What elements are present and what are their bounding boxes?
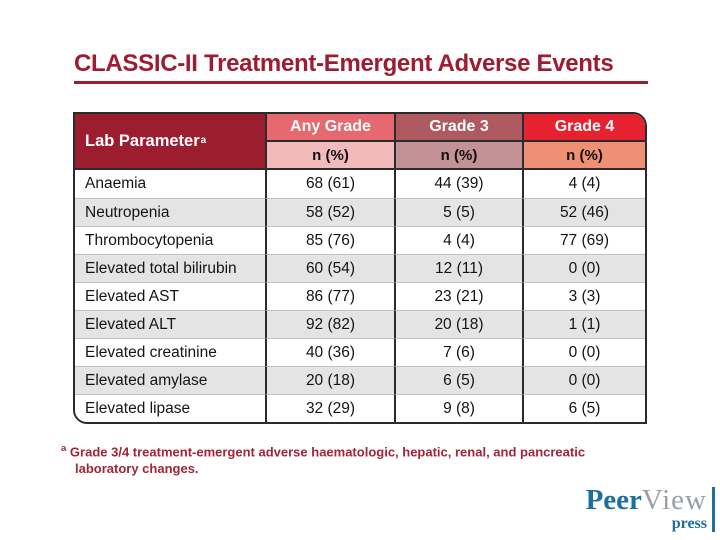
cell-lipase-grade3: 9 (8) (394, 394, 522, 422)
cell-creatinine-grade3: 7 (6) (394, 338, 522, 366)
logo-wordmark: PeerView (585, 484, 707, 516)
row-label-anaemia: Anaemia (75, 170, 265, 198)
row-label-elevated-total-bilirubin: Elevated total bilirubin (75, 254, 265, 282)
cell-creatinine-grade4: 0 (0) (522, 338, 645, 366)
row-label-elevated-creatinine: Elevated creatinine (75, 338, 265, 366)
row-label-neutropenia: Neutropenia (75, 198, 265, 226)
row-label-thrombocytopenia: Thrombocytopenia (75, 226, 265, 254)
row-label-elevated-lipase: Elevated lipase (75, 394, 265, 422)
column-header-grade-3: Grade 3 (394, 114, 522, 142)
cell-lipase-grade4: 6 (5) (522, 394, 645, 422)
cell-creatinine-any-grade: 40 (36) (265, 338, 394, 366)
cell-neutropenia-grade4: 52 (46) (522, 198, 645, 226)
cell-amylase-grade4: 0 (0) (522, 366, 645, 394)
slide-title-block: CLASSIC-II Treatment-Emergent Adverse Ev… (74, 50, 648, 84)
logo-peer-text: Peer (585, 484, 642, 516)
row-label-elevated-ast: Elevated AST (75, 282, 265, 310)
subheader-grade-3-n-pct: n (%) (394, 142, 522, 170)
logo-view-text: View (641, 484, 707, 516)
column-header-grade-4: Grade 4 (522, 114, 645, 142)
cell-bilirubin-any-grade: 60 (54) (265, 254, 394, 282)
cell-neutropenia-grade3: 5 (5) (394, 198, 522, 226)
page-title: CLASSIC-II Treatment-Emergent Adverse Ev… (74, 50, 614, 77)
footnote-marker: a (61, 443, 67, 454)
cell-alt-any-grade: 92 (82) (265, 310, 394, 338)
cell-amylase-any-grade: 20 (18) (265, 366, 394, 394)
column-header-lab-parameter: Lab Parameter a (75, 114, 265, 170)
cell-neutropenia-any-grade: 58 (52) (265, 198, 394, 226)
cell-anaemia-grade3: 44 (39) (394, 170, 522, 198)
cell-thrombocytopenia-grade4: 77 (69) (522, 226, 645, 254)
cell-alt-grade3: 20 (18) (394, 310, 522, 338)
cell-thrombocytopenia-grade3: 4 (4) (394, 226, 522, 254)
column-header-any-grade: Any Grade (265, 114, 394, 142)
cell-ast-grade4: 3 (3) (522, 282, 645, 310)
footnote: a Grade 3/4 treatment-emergent adverse h… (61, 443, 585, 478)
footnote-line-1: a Grade 3/4 treatment-emergent adverse h… (61, 443, 586, 460)
cell-anaemia-any-grade: 68 (61) (265, 170, 394, 198)
lab-parameter-label: Lab Parameter (85, 131, 200, 150)
cell-thrombocytopenia-any-grade: 85 (76) (265, 226, 394, 254)
cell-bilirubin-grade3: 12 (11) (394, 254, 522, 282)
cell-alt-grade4: 1 (1) (522, 310, 645, 338)
cell-amylase-grade3: 6 (5) (394, 366, 522, 394)
cell-anaemia-grade4: 4 (4) (522, 170, 645, 198)
subheader-any-grade-n-pct: n (%) (265, 142, 394, 170)
footnote-line-2: laboratory changes. (75, 461, 199, 477)
cell-ast-any-grade: 86 (77) (265, 282, 394, 310)
row-label-elevated-amylase: Elevated amylase (75, 366, 265, 394)
logo-press-text: press (671, 514, 707, 532)
cell-ast-grade3: 23 (21) (394, 282, 522, 310)
cell-lipase-any-grade: 32 (29) (265, 394, 394, 422)
cell-bilirubin-grade4: 0 (0) (522, 254, 645, 282)
peerview-press-logo: PeerView press (585, 484, 715, 532)
adverse-events-table: Lab Parameter a Any Grade Grade 3 Grade 4… (73, 112, 647, 424)
row-label-elevated-alt: Elevated ALT (75, 310, 265, 338)
subheader-grade-4-n-pct: n (%) (522, 142, 645, 170)
